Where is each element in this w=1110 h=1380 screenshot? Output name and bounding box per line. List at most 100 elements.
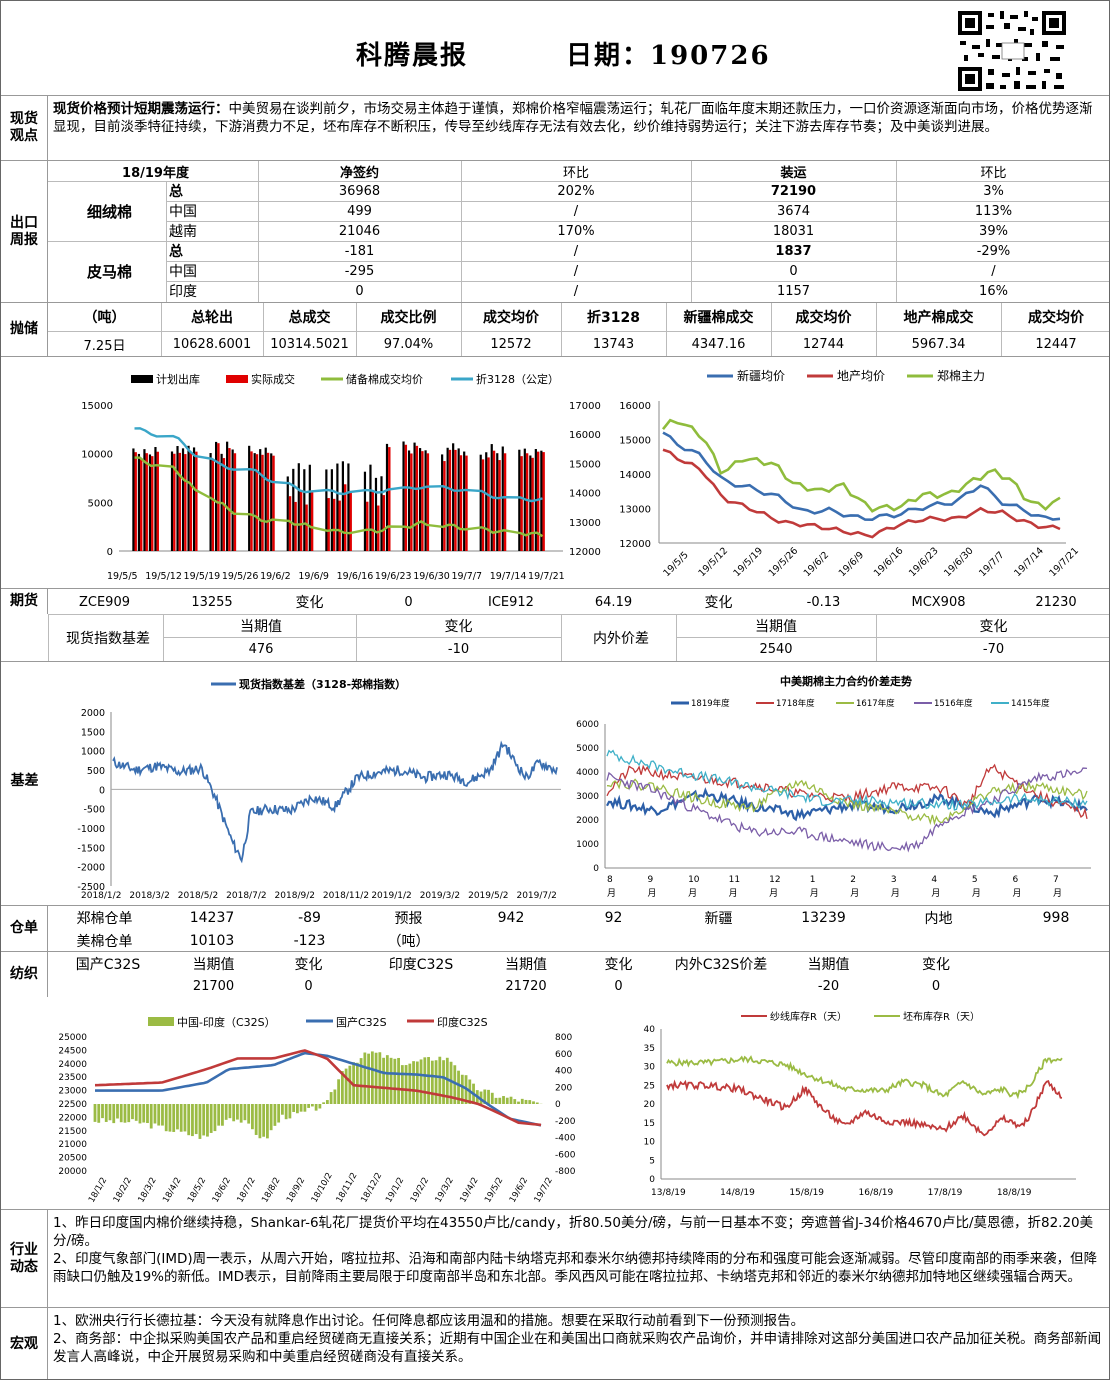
bar-actual: [228, 448, 231, 551]
bar-plan: [231, 449, 234, 551]
bar-diff: [423, 1057, 427, 1104]
export-value: 170%: [557, 223, 595, 239]
bar-diff: [438, 1056, 442, 1104]
bar-plan: [264, 447, 267, 551]
export-value: 0: [789, 263, 798, 279]
legend-label: 实际成交: [251, 372, 295, 386]
y-tick-label: 14000: [569, 489, 601, 500]
bar-diff: [217, 1104, 221, 1126]
bar-actual: [448, 449, 452, 551]
bar-actual: [151, 456, 154, 551]
x-tick-label: 19/6/23: [375, 571, 412, 582]
bar-diff: [303, 1104, 307, 1112]
series-line-spread: [606, 767, 1088, 853]
bar-plan: [270, 453, 273, 551]
series-line-basis: [112, 740, 558, 864]
industry-item-1: 1、昨日印度国内棉价继续持稳，Shankar-6轧花厂提货价平均在43550卢比…: [53, 1215, 1094, 1249]
bar-actual: [266, 452, 270, 551]
bar-diff: [269, 1104, 273, 1131]
bar-actual: [531, 457, 534, 551]
bar-diff: [442, 1060, 445, 1104]
futures-value: ZCE909: [78, 594, 130, 610]
textile-header: 变化: [294, 956, 323, 973]
y-tick-label: 15000: [619, 436, 651, 447]
bar-plan: [485, 452, 488, 551]
x-tick-label: 19/7/7: [451, 571, 482, 582]
export-value: 0: [355, 283, 364, 299]
bar-diff: [517, 1101, 520, 1104]
bar-plan: [496, 453, 499, 551]
series-line-zm: [661, 418, 1061, 513]
bar-diff: [228, 1104, 232, 1119]
x-tick-label: 19/1/2: [384, 1176, 406, 1205]
bar-diff: [299, 1104, 303, 1112]
bar-diff: [359, 1058, 363, 1104]
auction-header: 成交均价: [795, 310, 852, 326]
y-tick-label: 24500: [58, 1046, 87, 1056]
view-section: 现货观点 现货价格预计短期震荡运行：中美贸易在谈判前夕，市场交易主体趋于谨慎，郑…: [1, 95, 1109, 160]
bar-diff: [273, 1104, 277, 1126]
x-tick-label: 15/8/19: [789, 1188, 824, 1198]
bar-plan: [518, 449, 521, 551]
bar-diff: [415, 1061, 419, 1104]
bar-diff: [232, 1104, 236, 1122]
basis-table-value: 476: [248, 641, 274, 657]
basis-table-header: 变化: [979, 618, 1008, 635]
bar-actual: [388, 447, 391, 551]
legend-label: 计划出库: [156, 372, 200, 386]
inventory-chart: 纱线库存R（天） 坯布库存R（天） 0 5 10 15 20 25 30 35 40 13/8/19 1…: [644, 1010, 1076, 1198]
bar-actual: [377, 505, 380, 551]
bar-diff: [370, 1051, 374, 1104]
y-tick-label: 0: [107, 547, 113, 558]
bar-actual: [233, 453, 237, 551]
export-header: 18/19年度: [122, 165, 189, 181]
bar-actual: [465, 455, 468, 551]
grid-line: [263, 303, 264, 357]
basis-table-title: 现货指数基差: [66, 630, 150, 647]
x-tick-label: 19/5/26: [222, 571, 259, 582]
bar-diff: [198, 1104, 202, 1139]
x-tick-label: 18/8/19: [997, 1188, 1032, 1198]
bar-diff: [251, 1104, 254, 1130]
x-tick-label: 8: [607, 875, 613, 885]
y-tick-label: 15000: [81, 401, 113, 412]
bar-diff: [400, 1065, 404, 1104]
basis-section: 基差 现货指数基差（3128-郑棉指数） -2500 -2000 -1500 -1000…: [1, 661, 1109, 901]
bar-diff: [280, 1104, 284, 1115]
bar-diff: [344, 1068, 348, 1104]
bar-actual: [305, 504, 308, 551]
bar-diff: [187, 1104, 191, 1136]
x-tick-label: 18/12/2: [359, 1171, 384, 1204]
x-tick-label: 月: [648, 888, 657, 899]
bar-plan: [209, 453, 212, 551]
x-tick-label: 月: [891, 888, 900, 899]
bar-plan: [529, 455, 532, 551]
grid-line: [166, 261, 1109, 262]
bar-diff: [505, 1097, 509, 1104]
bar-plan: [181, 448, 185, 551]
legend-label: 折3128（公定）: [476, 372, 559, 386]
basis-tables: 现货指数基差 当期值 变化 476 -10 内外价差 当期值 变化 2540 -70: [1, 614, 1109, 661]
export-header: 环比: [980, 165, 1007, 181]
x-tick-label: 2019/7/2: [516, 891, 556, 900]
bar-plan: [187, 445, 190, 551]
bar-diff: [104, 1104, 108, 1122]
bar-diff: [221, 1104, 224, 1126]
export-value: 72190: [770, 183, 817, 199]
bar-diff: [295, 1104, 299, 1114]
grid-line: [48, 614, 49, 661]
x-tick-label: 18/10/2: [310, 1171, 335, 1204]
y-tick-label: 16000: [619, 401, 651, 412]
y-tick-label: 22500: [58, 1100, 87, 1110]
x-tick-label: 18/5/2: [186, 1176, 208, 1205]
bar-diff: [239, 1104, 243, 1123]
bar-diff: [157, 1104, 161, 1126]
bar-diff: [247, 1104, 251, 1124]
auction-value: 10314.5021: [270, 336, 349, 352]
x-tick-label: 19/2/2: [409, 1176, 431, 1205]
textile-section: 纺织 国产C32S 当期值 变化 印度C32S 当期值 变化 内外C32S价差 当期值 变化 21…: [1, 951, 1109, 997]
x-tick-label: 19/6/9: [298, 571, 329, 582]
bar-plan: [303, 469, 306, 551]
y-tick-label: 800: [555, 1033, 572, 1043]
bar-plan: [402, 441, 405, 551]
